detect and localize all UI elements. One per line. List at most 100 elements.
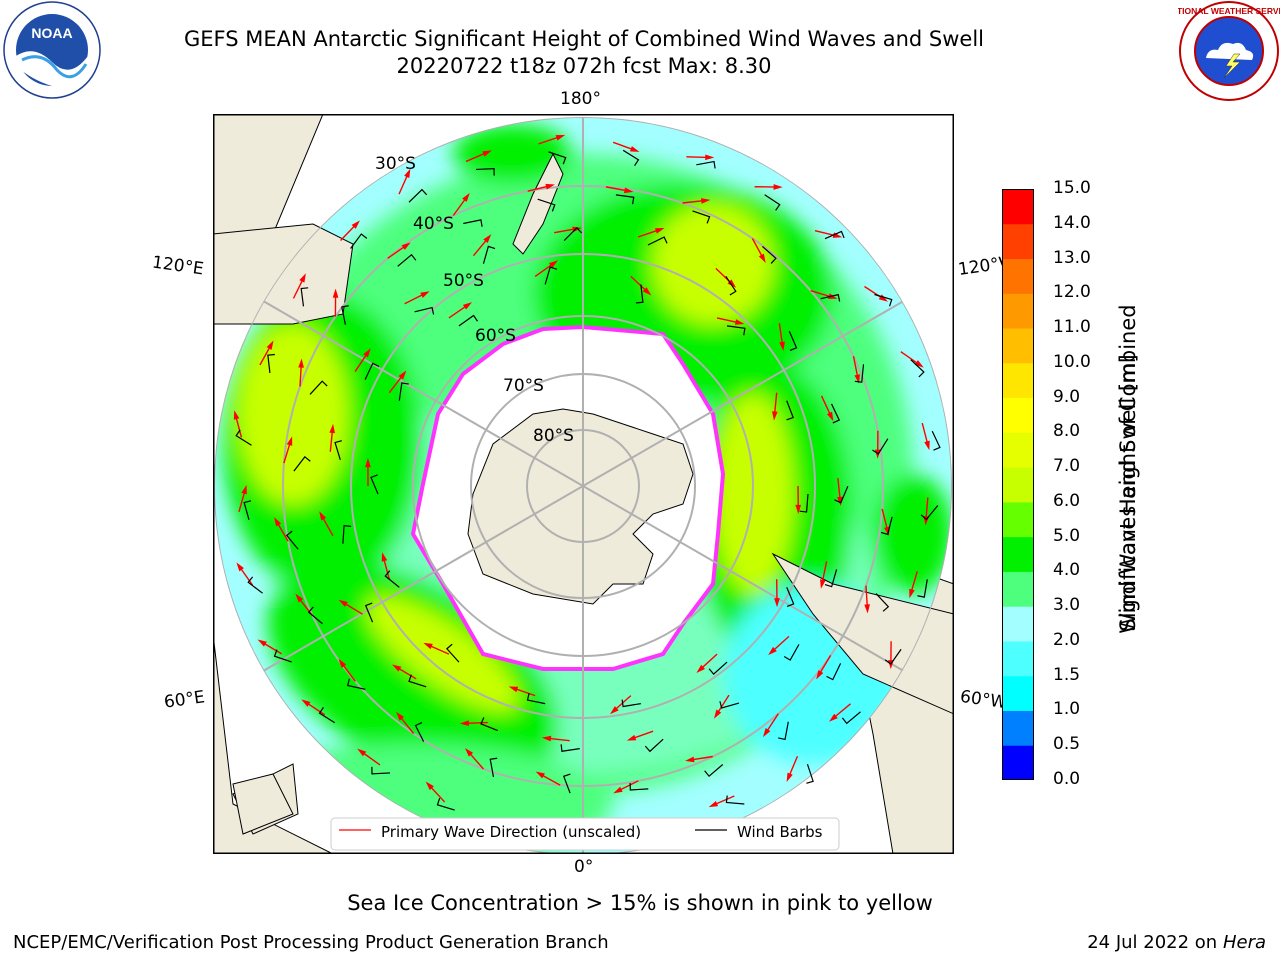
wave-arrow [612, 141, 635, 151]
wave-arrow [341, 663, 356, 682]
wave-arrowhead [398, 370, 407, 380]
wave-arrowhead [772, 411, 778, 421]
wave-arrow [396, 666, 417, 680]
colorbar-tick-label: 15.0 [1053, 178, 1091, 198]
wind-barb [824, 230, 845, 240]
wave-arrow [514, 687, 536, 697]
wave-arrow [690, 755, 713, 761]
colorbar-bin [1002, 258, 1034, 294]
wave-arrowhead [338, 599, 348, 607]
wave-arrow [465, 721, 488, 724]
lon-label-180: 180° [560, 89, 601, 109]
wave-arrowhead [914, 360, 924, 368]
wave-arrowhead [774, 598, 780, 608]
wave-arrow [283, 441, 292, 464]
wave-arrowhead [626, 734, 637, 741]
wind-barb [267, 353, 275, 374]
wave-arrowhead [609, 706, 619, 715]
wind-barb [875, 593, 890, 612]
wave-arrow [630, 275, 648, 292]
colorbar-bin [1002, 745, 1034, 780]
wave-arrowhead [734, 319, 745, 325]
wind-barb [364, 602, 374, 623]
wave-arrowhead [685, 756, 695, 763]
colorbar-tick-label: 6.0 [1053, 490, 1081, 511]
colorbar-bin [1002, 571, 1034, 607]
wave-arrow [921, 422, 929, 445]
wind-barb [398, 382, 409, 401]
wave-arrow [452, 197, 467, 216]
wind-barb [880, 516, 893, 536]
wind-barb [414, 722, 425, 742]
wave-arrowhead [642, 287, 652, 296]
wave-arrow [700, 653, 718, 670]
wind-barb [872, 438, 889, 455]
wind-barb [622, 149, 640, 166]
wave-arrow [428, 644, 450, 655]
wave-arrow [810, 290, 832, 298]
colorbar-tick-label: 1.0 [1053, 699, 1081, 720]
wave-arrow [527, 185, 550, 192]
colorbar-tick-label: 14.0 [1053, 212, 1091, 233]
wind-barb [725, 795, 745, 805]
wind-barb [436, 798, 455, 811]
wave-arrow [547, 737, 570, 742]
wave-arrowhead [462, 192, 470, 202]
colorbar-bin [1002, 293, 1034, 329]
wind-barb [489, 757, 498, 778]
wind-barb [931, 430, 941, 451]
colorbar-tick-label: 8.0 [1053, 421, 1081, 442]
wave-arrowhead [820, 579, 826, 589]
wave-arrow [238, 490, 246, 513]
wave-arrow [276, 521, 289, 542]
noaa-logo-text: NOAA [31, 25, 72, 41]
wave-arrow [540, 773, 561, 786]
wind-barb [408, 188, 428, 203]
wave-arrow [398, 173, 409, 195]
wind-barb [826, 663, 842, 681]
lon-label-60e: 60°E [162, 687, 207, 713]
colorbar-bin [1002, 710, 1034, 746]
wave-arrowhead [363, 348, 371, 358]
wave-arrow [388, 374, 404, 394]
wave-arrow [448, 304, 468, 319]
wind-barb [293, 455, 311, 472]
wave-arrow [833, 703, 851, 719]
wave-arrow [465, 152, 487, 163]
colorbar-bin [1002, 640, 1034, 677]
wave-arrowhead [623, 187, 634, 194]
wave-arrowhead [701, 198, 711, 204]
wave-arrowhead [425, 781, 434, 791]
colorbar-tick-label: 0.0 [1053, 769, 1081, 789]
lat-label-70s: 70°S [503, 376, 544, 396]
wave-arrow [321, 516, 334, 537]
noaa-logo: NOAA [3, 1, 101, 99]
wave-arrow [773, 392, 778, 415]
wave-arrow [343, 602, 363, 615]
nws-logo-text: NATIONAL WEATHER SERVICE [1178, 6, 1280, 16]
wind-barb [830, 403, 841, 424]
wind-barb [786, 587, 795, 607]
graticule [214, 117, 952, 854]
wave-arrowhead [236, 562, 244, 572]
wave-arrowhead [392, 664, 402, 672]
wave-arrowhead [629, 146, 640, 152]
wind-barb [644, 738, 664, 753]
colorbar-bin [1002, 328, 1034, 364]
wind-barb [482, 245, 496, 264]
colorbar-bin [1002, 501, 1034, 538]
wave-arrowhead [795, 504, 802, 514]
wave-arrow [713, 795, 735, 806]
wind-barb [719, 701, 740, 709]
wave-arrowhead [404, 168, 411, 179]
lon-label-120e: 120°E [150, 252, 205, 280]
wave-arrowhead [381, 552, 388, 562]
wave-arrowhead [768, 646, 777, 656]
wind-barb [318, 707, 336, 724]
wave-arrowhead [266, 340, 274, 350]
wind-barb [854, 364, 865, 383]
wind-barb [309, 380, 328, 395]
wave-arrowhead [295, 593, 304, 603]
wave-arrow [910, 571, 918, 593]
wind-barb [563, 227, 583, 242]
